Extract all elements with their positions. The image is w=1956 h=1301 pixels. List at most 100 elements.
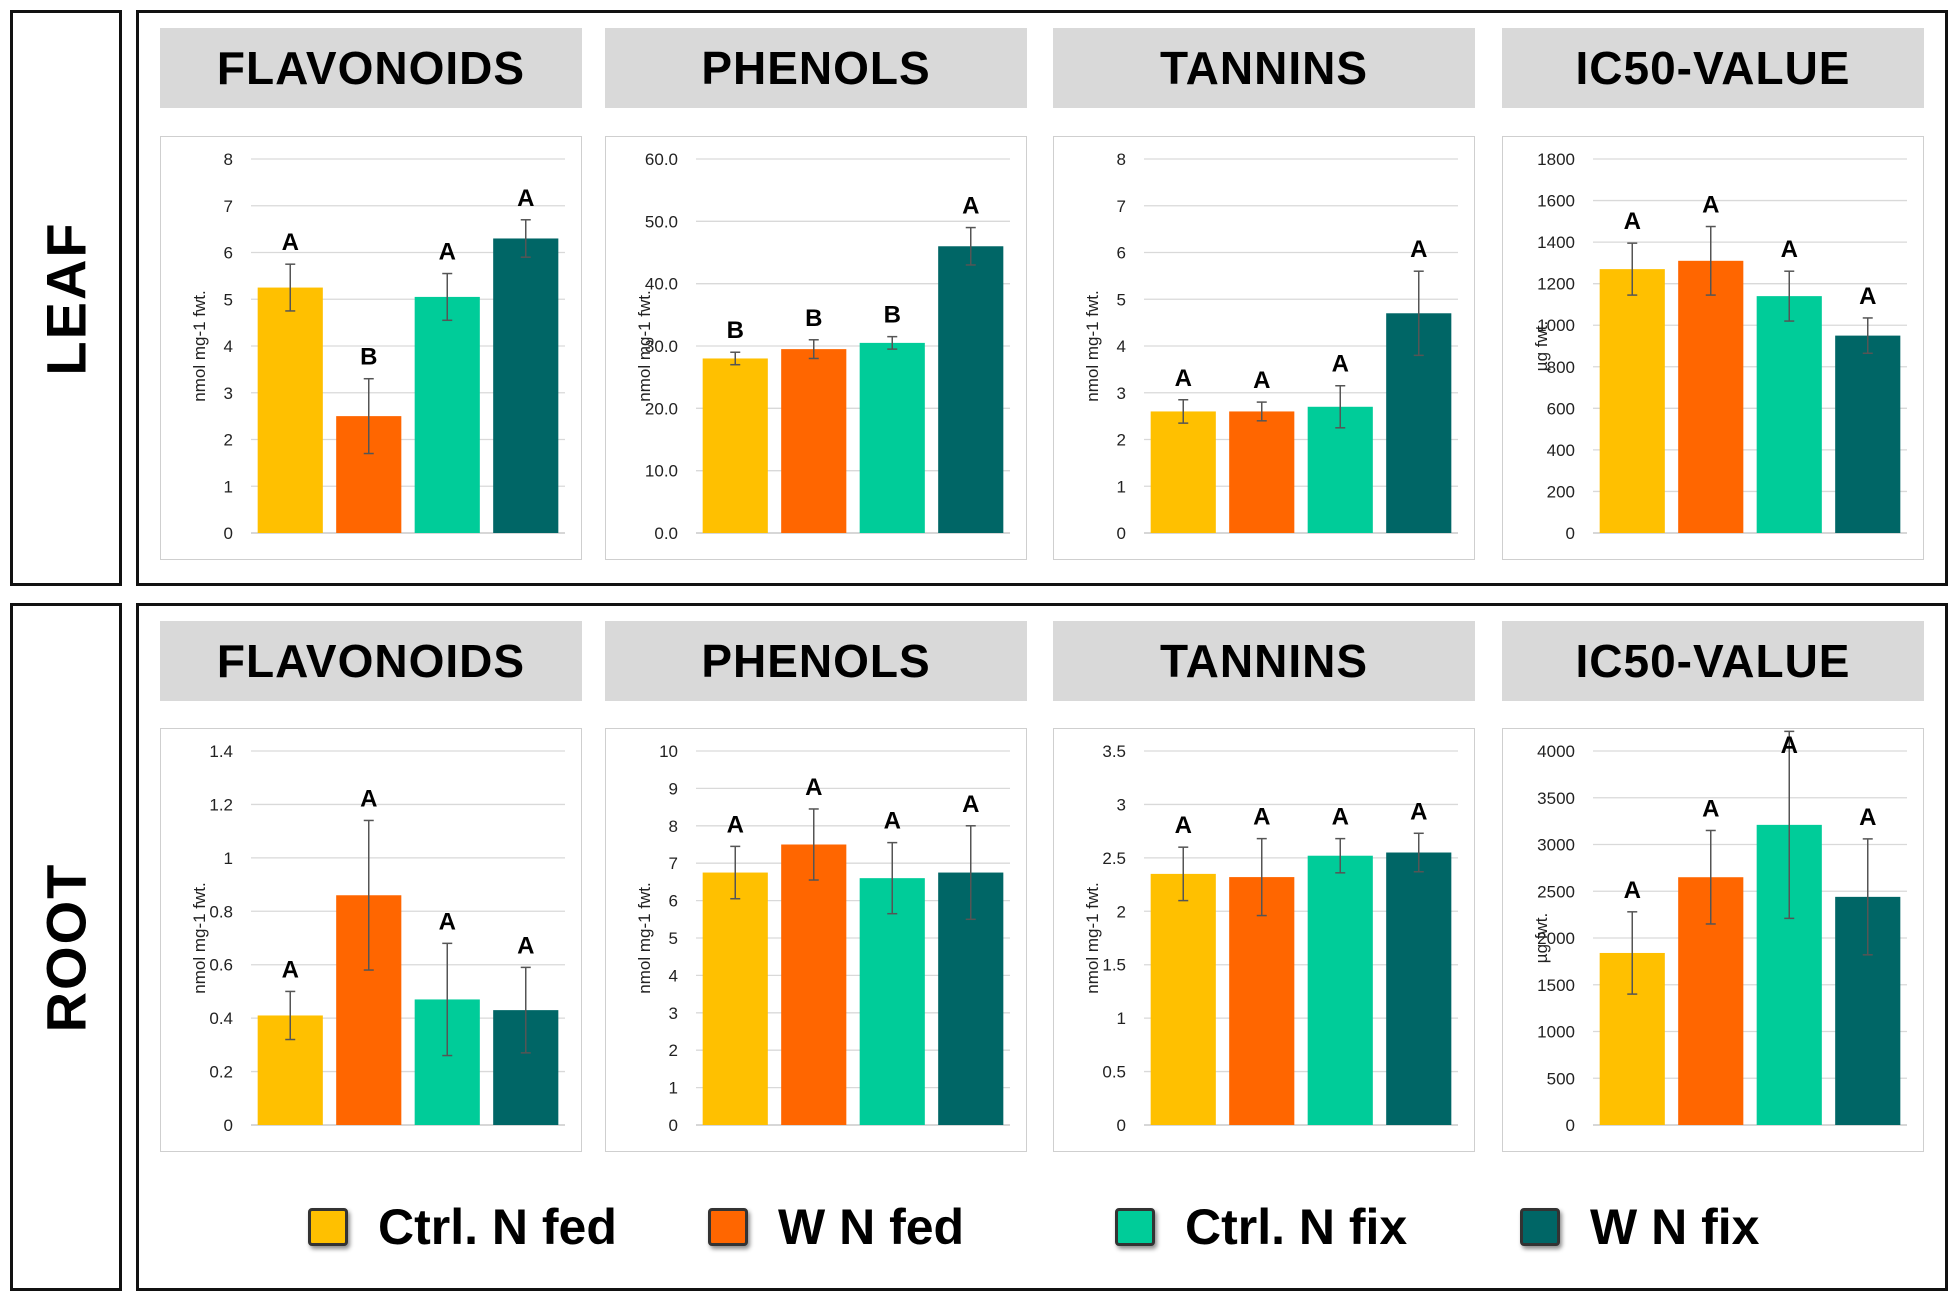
significance-letter: A [1332, 804, 1349, 831]
y-tick-label: 10.0 [645, 462, 678, 481]
error-bar-ctrl-n-fix [442, 272, 453, 322]
y-tick-label: 4 [1117, 337, 1126, 356]
significance-letter: A [1624, 208, 1641, 235]
root-flavonoids-header: FLAVONOIDS [160, 621, 582, 701]
legend-item-w-n-fix: W N fix [1520, 1192, 1759, 1262]
y-tick-label: 3.5 [1102, 742, 1126, 761]
y-tick-label: 0 [669, 1116, 678, 1135]
root-ic50-chart: 0 500 1000 1500 2000 2500 3000 3500 4000 µg fwt. A… [1502, 728, 1924, 1152]
y-tick-label: 50.0 [645, 212, 678, 231]
error-bar-w-n-fed [1256, 401, 1267, 422]
error-bar-w-n-fix [520, 966, 531, 1054]
y-tick-label: 0.2 [209, 1063, 233, 1082]
bar-ctrl-n-fed [1150, 873, 1216, 1125]
chart-svg: 0.0 10.0 20.0 30.0 40.0 50.0 60.0 nmol mg-1 fwt… [635, 150, 1010, 543]
y-tick-label: 1.5 [1102, 956, 1126, 975]
y-tick-label: 1 [224, 849, 233, 868]
y-tick-label: 1 [669, 1079, 678, 1098]
y-tick-label: 7 [669, 854, 678, 873]
significance-letter: A [1253, 367, 1270, 394]
error-bar-w-n-fed [1705, 225, 1716, 296]
y-tick-label: 9 [669, 779, 678, 798]
y-tick-label: 6 [669, 892, 678, 911]
chart-svg: 0 500 1000 1500 2000 2500 3000 3500 4000 µg fwt. A… [1532, 730, 1907, 1135]
error-bar-w-n-fix [1413, 832, 1424, 873]
y-tick-label: 400 [1547, 441, 1575, 460]
bar-w-n-fed [1229, 411, 1295, 533]
y-tick-label: 0 [224, 1116, 233, 1135]
root-tannins-chart: 0 0.5 1 1.5 2 2.5 3 3.5 nmol mg-1 fwt. A A A A [1053, 728, 1475, 1152]
significance-letter: B [884, 302, 901, 329]
y-tick-label: 1000 [1537, 1023, 1575, 1042]
bar-w-n-fix [1386, 852, 1452, 1125]
leaf-phenols-chart: 0.0 10.0 20.0 30.0 40.0 50.0 60.0 nmol mg-1 fwt… [605, 136, 1027, 560]
legend-label-w-n-fed: W N fed [778, 1199, 965, 1255]
y-axis-label: nmol mg-1 fwt. [190, 290, 209, 401]
y-tick-label: 5 [1117, 290, 1126, 309]
leaf-tannins-chart: 0 1 2 3 4 5 6 7 8 nmol mg-1 fwt. A A A A [1053, 136, 1475, 560]
y-tick-label: 1500 [1537, 976, 1575, 995]
error-bar-w-n-fed [363, 377, 374, 455]
significance-letter: A [1859, 283, 1876, 310]
significance-letter: A [439, 239, 456, 266]
y-tick-label: 1.4 [209, 742, 233, 761]
bar-ctrl-n-fix [1756, 296, 1822, 533]
significance-letter: A [1781, 236, 1798, 263]
significance-letter: B [805, 305, 822, 332]
significance-letter: A [805, 774, 822, 801]
error-bar-ctrl-n-fix [1335, 384, 1346, 429]
y-tick-label: 2.5 [1102, 849, 1126, 868]
y-tick-label: 60.0 [645, 150, 678, 169]
y-tick-label: 4000 [1537, 742, 1575, 761]
legend-label-ctrl-n-fix: Ctrl. N fix [1185, 1199, 1408, 1255]
root-phenols-header: PHENOLS [605, 621, 1027, 701]
y-tick-label: 1600 [1537, 192, 1575, 211]
error-bar-w-n-fix [520, 219, 531, 258]
significance-letter: A [1702, 795, 1719, 822]
bar-ctrl-n-fed [702, 872, 768, 1125]
bar-ctrl-n-fix [414, 296, 480, 533]
significance-letter: A [439, 908, 456, 935]
y-tick-label: 0.4 [209, 1009, 233, 1028]
y-tick-label: 4 [224, 337, 233, 356]
bar-ctrl-n-fed [1150, 411, 1216, 533]
bar-ctrl-n-fix [859, 342, 925, 533]
significance-letter: A [884, 808, 901, 835]
bar-ctrl-n-fix [859, 878, 925, 1125]
bar-w-n-fed [1229, 877, 1295, 1125]
error-bar-w-n-fed [363, 819, 374, 971]
leaf-tannins-header: TANNINS [1053, 28, 1475, 108]
y-tick-label: 1 [1117, 1009, 1126, 1028]
y-tick-label: 3500 [1537, 789, 1575, 808]
y-tick-label: 10 [659, 742, 678, 761]
legend-label-ctrl-n-fed: Ctrl. N fed [378, 1199, 617, 1255]
root-phenols-chart: 0 1 2 3 4 5 6 7 8 9 10 nmol mg-1 fwt. A A A A [605, 728, 1027, 1152]
bar-ctrl-n-fed [257, 287, 323, 533]
bar-w-n-fed [781, 844, 847, 1125]
y-tick-label: 0.5 [1102, 1063, 1126, 1082]
error-bar-ctrl-n-fed [1178, 846, 1189, 902]
bar-w-n-fix [1835, 335, 1901, 533]
significance-letter: A [1410, 236, 1427, 263]
root-ic50-header: IC50-VALUE [1502, 621, 1924, 701]
legend-swatch-ctrl-n-fed [308, 1208, 348, 1246]
legend-swatch-ctrl-n-fix [1115, 1208, 1155, 1246]
row-label-leaf-box: LEAF [10, 10, 122, 586]
y-tick-label: 8 [669, 817, 678, 836]
y-tick-label: 500 [1547, 1069, 1575, 1088]
y-tick-label: 7 [224, 197, 233, 216]
y-tick-label: 0.0 [654, 524, 678, 543]
error-bar-w-n-fed [808, 808, 819, 881]
error-bar-w-n-fix [965, 825, 976, 921]
y-tick-label: 2000 [1537, 929, 1575, 948]
y-axis-label: nmol mg-1 fwt. [1083, 290, 1102, 401]
chart-svg: 0 0.5 1 1.5 2 2.5 3 3.5 nmol mg-1 fwt. A A A A [1083, 742, 1458, 1135]
y-tick-label: 0 [1566, 1116, 1575, 1135]
y-tick-label: 1 [224, 477, 233, 496]
y-axis-label: nmol mg-1 fwt. [635, 290, 654, 401]
root-tannins-header: TANNINS [1053, 621, 1475, 701]
y-tick-label: 0 [1117, 1116, 1126, 1135]
error-bar-ctrl-n-fed [285, 263, 296, 312]
y-tick-label: 1800 [1537, 150, 1575, 169]
y-tick-label: 2 [1117, 902, 1126, 921]
